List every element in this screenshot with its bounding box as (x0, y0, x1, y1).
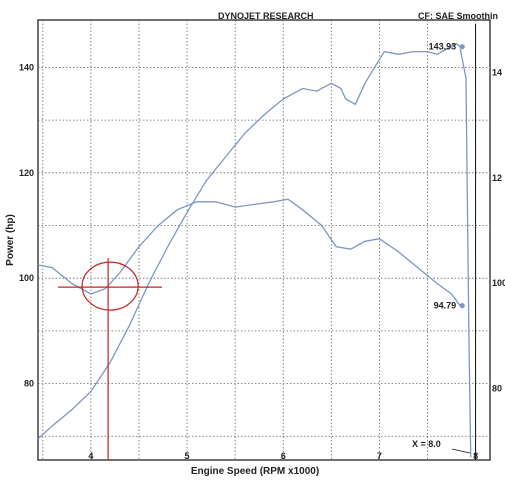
plot-border (37, 19, 491, 461)
cursor-marker (58, 258, 162, 460)
y-tick-label: 100 (19, 273, 34, 283)
x-axis-label: Engine Speed (RPM x1000) (191, 466, 319, 477)
y-tick-label: 120 (19, 168, 34, 178)
series-line-1 (37, 42, 461, 440)
peak-label: 94.79 (434, 301, 457, 311)
correction-factor: CF: SAE Smoothin (418, 11, 498, 21)
marker-ellipse (81, 261, 139, 311)
y-tick-label: 140 (19, 62, 34, 72)
y-tick-label-right: 80 (492, 384, 502, 394)
peak-label: 143.93 (429, 42, 457, 52)
annotations: 143.93 94.79 X = 8.0 (412, 42, 471, 454)
x-tick-label: 5 (185, 451, 190, 461)
tick-labels: 4567880100120140801001214 (19, 62, 505, 461)
series-tail (459, 48, 472, 458)
x-tick-label: 6 (281, 451, 286, 461)
y-axis-label: Power (hp) (5, 214, 16, 266)
x-note-leader (451, 448, 471, 454)
x-tick-label: 7 (377, 451, 382, 461)
y-tick-label-right: 14 (492, 67, 502, 77)
x-tick-label: 4 (88, 451, 93, 461)
y-tick-label-right: 12 (492, 173, 502, 183)
chart-title: DYNOJET RESEARCH (218, 11, 314, 21)
y-tick-label-right: 100 (492, 278, 505, 288)
peak-dot (459, 303, 465, 309)
y-tick-label: 80 (24, 379, 34, 389)
peak-dot (459, 44, 465, 50)
x-note: X = 8.0 (412, 439, 441, 449)
